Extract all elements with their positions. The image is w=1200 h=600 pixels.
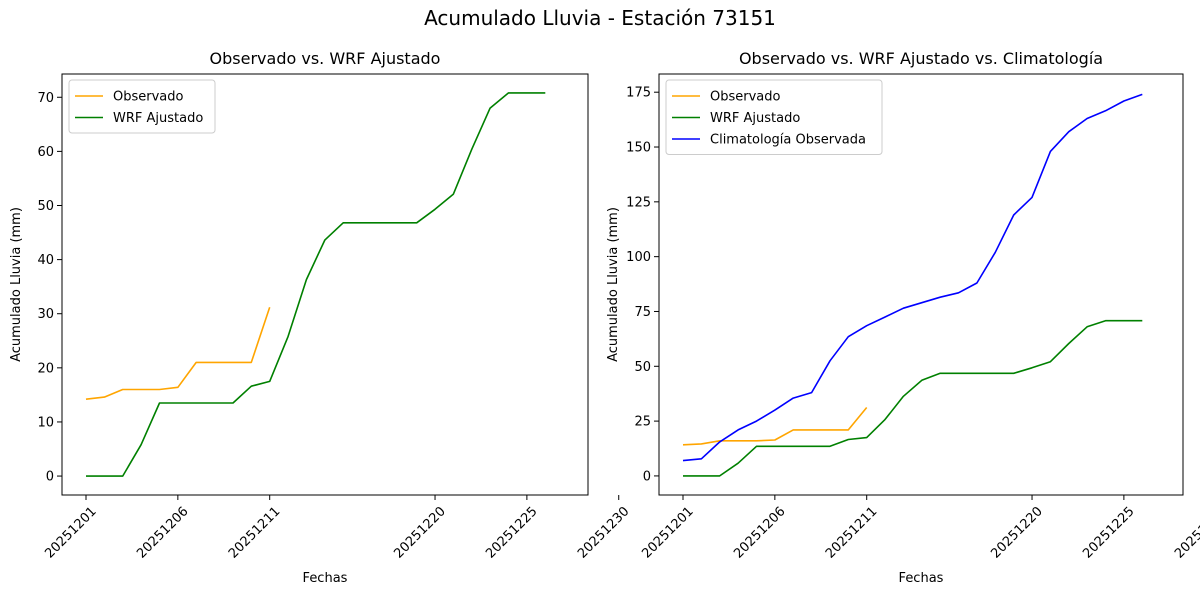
y-tick-label: 10	[37, 415, 54, 430]
series-line-wrf-ajustado	[86, 92, 546, 477]
y-tick-label: 30	[37, 307, 54, 322]
y-tick-label: 75	[634, 305, 651, 320]
x-tick-label: 20251211	[823, 504, 880, 561]
y-tick-label: 50	[634, 360, 651, 375]
legend-entry: Observado	[710, 90, 781, 105]
axes-frame	[658, 73, 1184, 496]
y-tick-label: 0	[643, 469, 651, 484]
chart-title: Observado vs. WRF Ajustado vs. Climatolo…	[739, 49, 1103, 68]
y-tick-label: 25	[634, 415, 651, 430]
series-line-wrf-ajustado	[683, 319, 1143, 477]
x-tick-label: 20251201	[42, 504, 99, 561]
x-tick-label: 20251220	[988, 504, 1045, 561]
y-tick-label: 125	[626, 195, 651, 210]
y-tick-label: 20	[37, 361, 54, 376]
figure-suptitle: Acumulado Lluvia - Estación 73151	[424, 6, 776, 30]
x-axis-label: Fechas	[303, 571, 348, 586]
series-line-climatolog-a-observada	[682, 93, 1143, 462]
y-tick-label: 100	[626, 250, 651, 265]
x-tick-label: 20251206	[731, 504, 788, 561]
x-axis-label: Fechas	[899, 571, 944, 586]
legend-entry: WRF Ajustado	[113, 111, 203, 126]
chart-2: Observado vs. WRF Ajustado vs. Climatolo…	[606, 49, 1200, 586]
y-axis-label: Acumulado Lluvia (mm)	[9, 207, 24, 362]
y-tick-label: 175	[626, 86, 651, 101]
legend-box	[665, 79, 883, 155]
x-tick-label: 20251230	[1172, 504, 1200, 561]
y-tick-label: 50	[37, 199, 54, 214]
y-tick-label: 150	[626, 141, 651, 156]
x-tick-label: 20251225	[483, 504, 540, 561]
x-tick-label: 20251211	[226, 504, 283, 561]
legend-entry: WRF Ajustado	[710, 111, 800, 126]
x-tick-label: 20251206	[134, 504, 191, 561]
legend-entry: Climatología Observada	[710, 133, 866, 148]
legend-entry: Observado	[113, 90, 184, 105]
x-tick-label: 20251230	[575, 504, 632, 561]
x-tick-label: 20251201	[639, 504, 696, 561]
series-line-observado	[682, 406, 868, 446]
chart-title: Observado vs. WRF Ajustado	[210, 49, 441, 68]
y-tick-label: 70	[37, 91, 54, 106]
x-tick-label: 20251220	[391, 504, 448, 561]
legend-box	[68, 79, 216, 134]
y-tick-label: 40	[37, 253, 54, 268]
chart-1: Observado vs. WRF Ajustado 0 10 20 30 40 50 60 7…	[9, 49, 632, 586]
y-axis-label: Acumulado Lluvia (mm)	[606, 207, 621, 362]
y-tick-label: 60	[37, 145, 54, 160]
axes-frame	[61, 73, 589, 496]
series-line-observado	[85, 306, 271, 400]
x-tick-label: 20251225	[1080, 504, 1137, 561]
y-tick-label: 0	[46, 470, 54, 485]
